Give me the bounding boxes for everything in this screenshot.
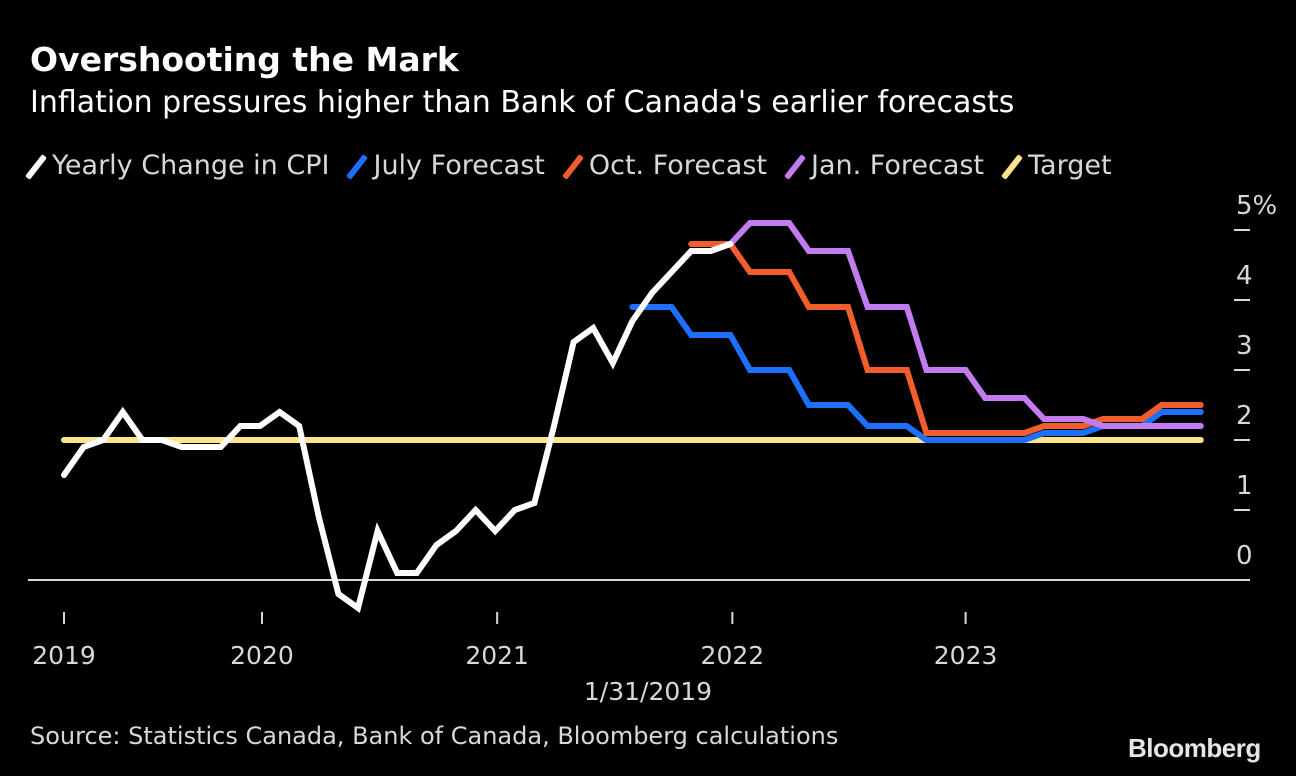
legend-item-cpi: Yearly Change in CPI [30,150,329,181]
x-axis-label: 1/31/2019 [584,677,712,706]
legend-label-july: July Forecast [373,150,545,181]
y-axis: 0 1 2 3 4 5% [1234,191,1277,581]
legend-item-jan: Jan. Forecast [789,150,984,181]
chart-subtitle: Inflation pressures higher than Bank of … [30,85,1015,120]
legend-label-target: Target [1028,150,1112,181]
source-note: Source: Statistics Canada, Bank of Canad… [30,722,839,750]
cpi-line [61,241,734,613]
y-tick-label: 0 [1236,541,1253,571]
legend: Yearly Change in CPI July Forecast Oct. … [30,150,1134,181]
x-tick-label: 2022 [701,641,765,670]
y-tick-label: 3 [1236,331,1253,361]
y-tick-label: 1 [1236,471,1253,501]
chart-title: Overshooting the Mark [30,40,459,79]
oct-forecast-line [688,241,1204,436]
x-tick-label: 2020 [230,641,294,670]
legend-item-target: Target [1006,150,1112,181]
jan-forecast-line [727,220,1204,429]
legend-item-july: July Forecast [351,150,544,181]
x-tick-label: 2019 [32,641,96,670]
x-tick-label: 2021 [465,641,529,670]
legend-label-jan: Jan. Forecast [810,150,985,181]
y-tick-label: 4 [1236,261,1253,291]
bloomberg-logo: Bloomberg [1128,733,1261,763]
legend-label-oct: Oct. Forecast [588,150,767,181]
y-tick-label: 2 [1236,401,1253,431]
x-axis: 2019 2020 2021 2022 2023 [32,612,997,670]
x-tick-label: 2023 [934,641,998,670]
legend-label-cpi: Yearly Change in CPI [52,150,330,181]
legend-item-oct: Oct. Forecast [567,150,767,181]
y-tick-label: 5% [1236,191,1277,221]
series-layer [61,220,1204,613]
